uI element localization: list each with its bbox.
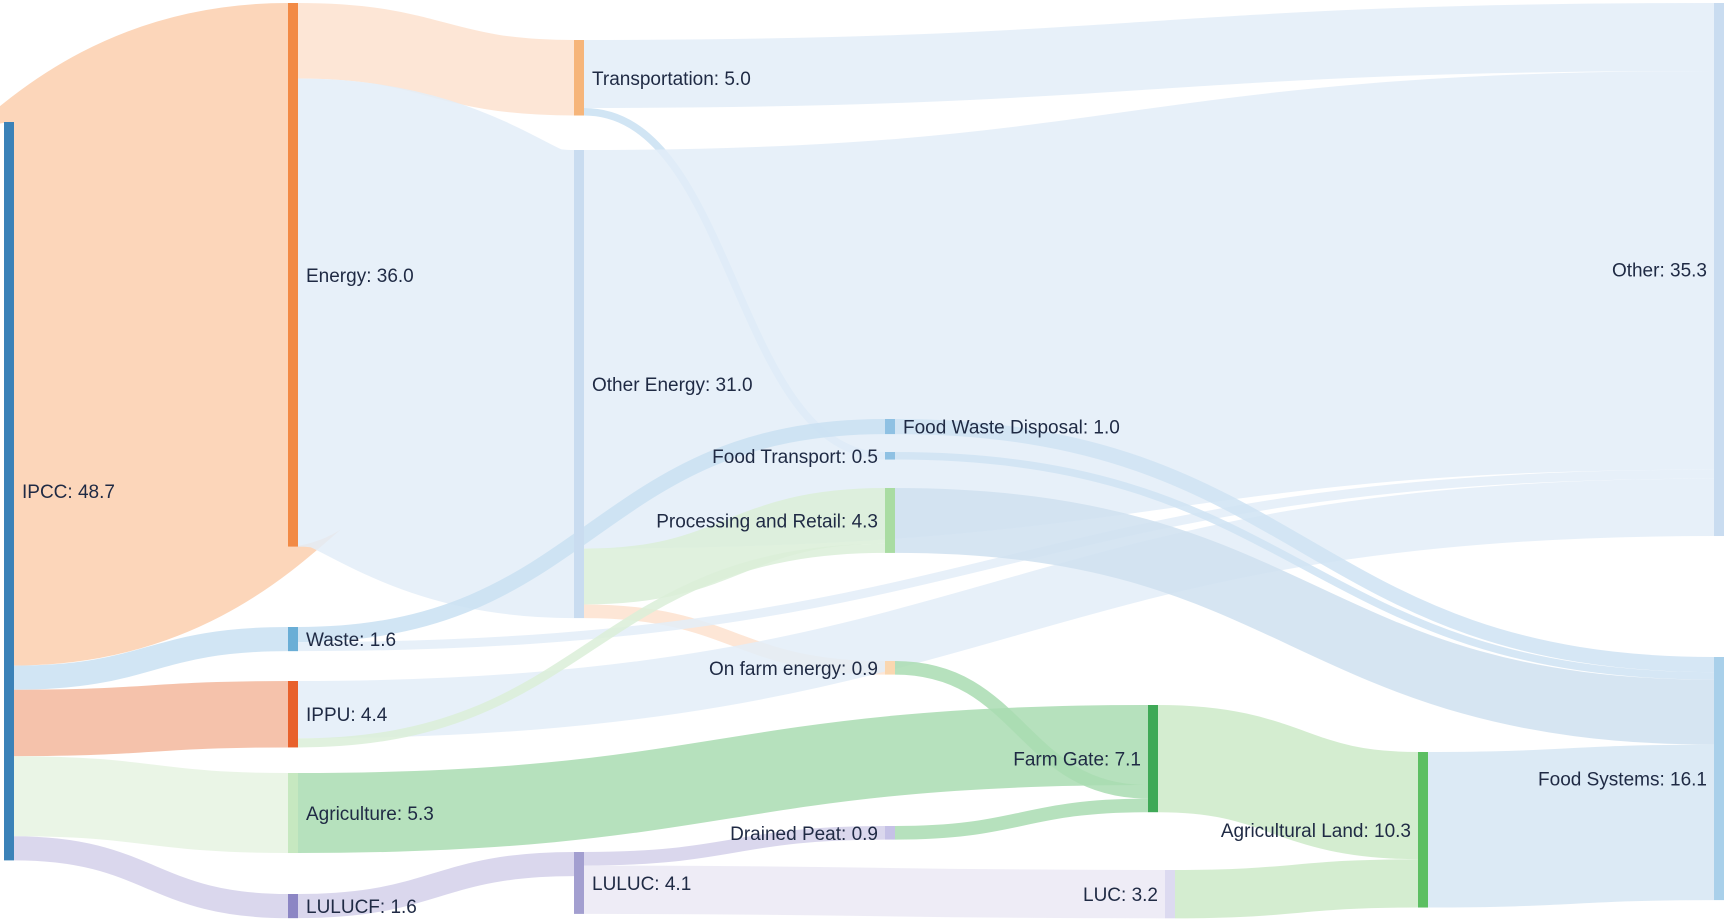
- link-ippu-to-other: [297, 478, 1715, 739]
- link-agricultural_land-to-food_systems: [1427, 744, 1715, 908]
- link-agriculture-to-farm_gate: [297, 705, 1149, 854]
- node-label-luc: LUC: 3.2: [1083, 885, 1158, 906]
- node-label-drained_peat: Drained Peat: 0.9: [730, 824, 878, 845]
- link-food_transport-to-food_systems: [894, 452, 1715, 680]
- node-label-transportation: Transportation: 5.0: [592, 69, 751, 90]
- link-ipcc-to-agriculture: [13, 756, 289, 854]
- node-label-ipcc: IPCC: 48.7: [22, 482, 115, 503]
- node-labels: IPCC: 48.7 Energy: 36.0 Waste: 1.6 IPPU: 4.…: [22, 69, 1707, 918]
- node-on_farm_energy: [885, 661, 895, 675]
- node-label-waste: Waste: 1.6: [306, 630, 396, 651]
- flow-nodes: [4, 3, 1724, 919]
- link-ipcc-to-waste: [13, 627, 289, 690]
- node-energy: [288, 3, 298, 547]
- link-ippu-to-processing_retail: [297, 543, 886, 748]
- link-farm_gate-to-agricultural_land: [1157, 705, 1419, 860]
- node-label-luluc: LULUC: 4.1: [592, 874, 691, 895]
- node-transportation: [574, 40, 584, 116]
- node-agriculture: [288, 773, 298, 854]
- link-lulucf-to-luluc: [297, 852, 575, 919]
- node-drained_peat: [885, 826, 895, 840]
- link-processing_retail-to-food_systems: [894, 488, 1715, 745]
- node-label-food_transport: Food Transport: 0.5: [712, 447, 878, 468]
- node-ippu: [288, 681, 298, 748]
- link-luluc-to-drained_peat: [583, 826, 886, 866]
- node-label-food_waste_disposal: Food Waste Disposal: 1.0: [903, 418, 1120, 439]
- node-lulucf: [288, 894, 298, 919]
- node-label-on_farm_energy: On farm energy: 0.9: [709, 659, 878, 680]
- link-drained_peat-to-farm_gate: [894, 798, 1149, 840]
- node-luluc: [574, 852, 584, 914]
- node-farm_gate: [1148, 705, 1158, 813]
- link-other_energy-to-processing_retail: [583, 488, 886, 605]
- node-label-energy: Energy: 36.0: [306, 266, 414, 287]
- node-waste: [288, 627, 298, 652]
- node-label-farm_gate: Farm Gate: 7.1: [1013, 750, 1141, 771]
- node-luc: [1165, 870, 1175, 919]
- flow-links: [0, 3, 1715, 919]
- node-food_waste_disposal: [885, 419, 895, 435]
- link-food_waste_disposal-to-food_systems: [894, 419, 1715, 673]
- node-label-lulucf: LULUCF: 1.6: [306, 897, 417, 918]
- link-transportation-to-other: [583, 3, 1715, 108]
- node-label-processing_retail: Processing and Retail: 4.3: [656, 511, 878, 532]
- node-label-ippu: IPPU: 4.4: [306, 705, 388, 726]
- link-waste-to-other: [297, 469, 1715, 652]
- node-other_energy: [574, 150, 584, 619]
- node-label-food_systems: Food Systems: 16.1: [1538, 770, 1707, 791]
- node-processing_retail: [885, 488, 895, 553]
- link-luc-to-agricultural_land: [1174, 859, 1419, 919]
- node-label-agriculture: Agriculture: 5.3: [306, 804, 434, 825]
- link-ipcc-to-lulucf: [13, 836, 289, 919]
- link-ipcc-to-ippu: [13, 681, 289, 757]
- node-other: [1714, 3, 1724, 537]
- link-luluc-to-luc: [583, 865, 1166, 919]
- node-label-agricultural_land: Agricultural Land: 10.3: [1221, 821, 1411, 842]
- node-food_transport: [885, 452, 895, 460]
- link-waste-to-food_waste_disposal: [297, 419, 886, 643]
- node-label-other_energy: Other Energy: 31.0: [592, 375, 753, 396]
- node-label-other: Other: 35.3: [1612, 261, 1707, 282]
- link-on_farm_energy-to-farm_gate: [894, 661, 1149, 799]
- link-other_energy-to-other: [583, 70, 1715, 549]
- node-ipcc: [4, 122, 14, 861]
- link-ipcc-to-energy: [0, 3, 348, 666]
- link-energy-to-other_energy: [291, 78, 581, 619]
- node-agricultural_land: [1418, 752, 1428, 908]
- link-energy-to-transportation: [297, 3, 575, 116]
- node-food_systems: [1714, 657, 1724, 901]
